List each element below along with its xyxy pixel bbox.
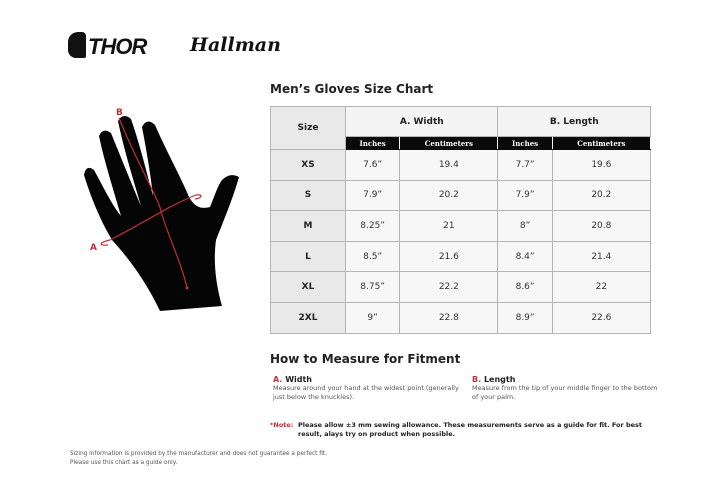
length-letter: B. xyxy=(472,375,482,384)
size-cell: XL xyxy=(270,271,346,303)
note-text: Please allow ±3 mm sewing allowance. The… xyxy=(298,421,643,438)
subheader: Centimeters xyxy=(399,136,499,150)
value-cell: 20.2 xyxy=(551,179,652,212)
width-header: A. Width xyxy=(344,106,499,137)
length-header: B. Length xyxy=(497,106,651,137)
value-cell: 8.25” xyxy=(344,210,401,242)
label-b: B xyxy=(116,108,123,118)
size-cell: L xyxy=(270,240,346,273)
value-cell: 8” xyxy=(497,210,553,242)
value-cell: 8.5” xyxy=(344,240,401,273)
width-title: Width xyxy=(285,375,312,384)
width-desc: Measure around your hand at the widest p… xyxy=(273,384,459,401)
measure-heading: How to Measure for Fitment xyxy=(270,352,461,366)
value-cell: 20.2 xyxy=(399,179,499,212)
subheader: Centimeters xyxy=(551,136,652,150)
table-row: S 7.9” 20.2 7.9” 20.2 xyxy=(270,179,652,212)
length-line-b xyxy=(118,117,188,289)
value-cell: 8.9” xyxy=(497,301,553,334)
disclaimer-line: Please use this chart as a guide only. xyxy=(70,460,178,466)
note: *Note: Please allow ±3 mm sewing allowan… xyxy=(270,421,650,439)
note-label: *Note: xyxy=(270,421,294,429)
thor-logo-text: THOR xyxy=(88,34,147,59)
value-cell: 7.6” xyxy=(344,149,401,181)
size-cell: XS xyxy=(270,149,346,181)
size-header: Size xyxy=(270,106,346,150)
value-cell: 21.6 xyxy=(399,240,499,273)
value-cell: 21.4 xyxy=(551,240,652,273)
thor-logo: THOR xyxy=(68,32,147,60)
width-letter: A. xyxy=(273,375,283,384)
size-cell: S xyxy=(270,179,346,212)
value-cell: 7.9” xyxy=(344,179,401,212)
value-cell: 8.6” xyxy=(497,271,553,303)
table-row: XL 8.75” 22.2 8.6” 22 xyxy=(270,271,652,303)
table-row: 2XL 9” 22.8 8.9” 22.6 xyxy=(270,301,652,334)
subheader: Inches xyxy=(344,136,401,150)
value-cell: 7.7” xyxy=(497,149,553,181)
value-cell: 22.2 xyxy=(399,271,499,303)
hand-diagram: B A xyxy=(84,108,239,311)
value-cell: 22.8 xyxy=(399,301,499,334)
length-title: Length xyxy=(483,375,516,384)
size-cell: M xyxy=(270,210,346,242)
table-row: L 8.5” 21.6 8.4” 21.4 xyxy=(270,240,652,273)
value-cell: 8.4” xyxy=(497,240,553,273)
value-cell: 22 xyxy=(551,271,652,303)
helmet-icon xyxy=(68,32,86,58)
value-cell: 19.4 xyxy=(399,149,499,181)
length-instructions: B. Length Measure from the tip of your m… xyxy=(472,375,662,402)
value-cell: 8.75” xyxy=(344,271,401,303)
table-row: M 8.25” 21 8” 20.8 xyxy=(270,210,652,242)
value-cell: 20.8 xyxy=(551,210,652,242)
value-cell: 19.6 xyxy=(551,149,652,181)
value-cell: 22.6 xyxy=(551,301,652,334)
label-a: A xyxy=(90,243,97,253)
width-instructions: A. Width Measure around your hand at the… xyxy=(273,375,463,402)
length-desc: Measure from the tip of your middle fing… xyxy=(472,384,658,401)
value-cell: 7.9” xyxy=(497,179,553,212)
page-title: Men’s Gloves Size Chart xyxy=(270,82,434,96)
size-cell: 2XL xyxy=(270,301,346,334)
width-line-a xyxy=(100,194,202,246)
subheader: Inches xyxy=(497,136,553,150)
disclaimer-line: Sizing information is provided by the ma… xyxy=(70,451,328,457)
length-end-dot xyxy=(185,286,189,290)
value-cell: 21 xyxy=(399,210,499,242)
value-cell: 9” xyxy=(344,301,401,334)
disclaimer: Sizing information is provided by the ma… xyxy=(70,450,327,468)
size-table: Size A. Width B. Length Inches Centimete… xyxy=(270,106,652,334)
table-row: XS 7.6” 19.4 7.7” 19.6 xyxy=(270,149,652,181)
hallman-logo: Hallman xyxy=(190,34,281,56)
